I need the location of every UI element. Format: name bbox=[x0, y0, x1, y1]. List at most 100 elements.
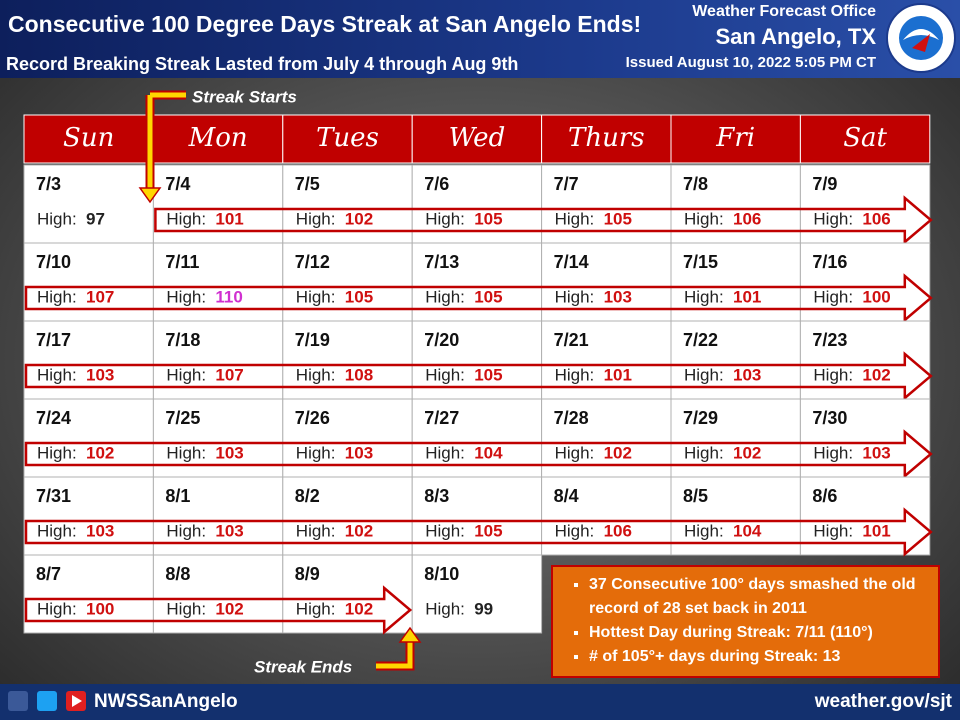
high-label: High: bbox=[555, 209, 595, 228]
high-label: High: bbox=[296, 599, 336, 618]
high-label: High: bbox=[296, 521, 336, 540]
high-value: 106 bbox=[604, 521, 632, 540]
high-label: High: bbox=[684, 365, 724, 384]
day-date: 7/31 bbox=[36, 486, 71, 506]
streak-arrow bbox=[24, 585, 413, 635]
high-label: High: bbox=[555, 365, 595, 384]
high-label: High: bbox=[166, 365, 206, 384]
high-label: High: bbox=[684, 521, 724, 540]
high-value: 110 bbox=[215, 287, 242, 306]
youtube-play bbox=[72, 695, 82, 707]
high-label: High: bbox=[37, 443, 77, 462]
weekday-label: Sat bbox=[843, 123, 887, 153]
high-value: 102 bbox=[86, 443, 114, 462]
high-label: High: bbox=[37, 599, 77, 618]
weekday-label: Sun bbox=[63, 123, 114, 153]
note: Hottest Day during Streak: 7/11 (110°) bbox=[589, 621, 928, 645]
facebook-icon bbox=[8, 691, 28, 711]
high-value: 106 bbox=[733, 209, 761, 228]
day-date: 7/9 bbox=[812, 174, 837, 194]
title: Consecutive 100 Degree Days Streak at Sa… bbox=[8, 11, 641, 37]
day-date: 8/2 bbox=[295, 486, 320, 506]
high-label: High: bbox=[813, 365, 853, 384]
note: # of 105°+ days during Streak: 13 bbox=[589, 645, 928, 669]
high-label: High: bbox=[37, 287, 77, 306]
start-arrow bbox=[138, 90, 186, 204]
day-date: 7/15 bbox=[683, 252, 718, 272]
high-label: High: bbox=[684, 287, 724, 306]
subtitle: Record Breaking Streak Lasted from July … bbox=[6, 54, 518, 74]
location: San Angelo, TX bbox=[715, 24, 876, 49]
high-value: 103 bbox=[862, 443, 890, 462]
high-value: 103 bbox=[345, 443, 373, 462]
high-label: High: bbox=[296, 365, 336, 384]
high-value: 107 bbox=[86, 287, 114, 306]
day-date: 8/10 bbox=[424, 564, 459, 584]
day-date: 7/23 bbox=[812, 330, 847, 350]
high-label: High: bbox=[555, 521, 595, 540]
high-label: High: bbox=[166, 521, 206, 540]
high-label: High: bbox=[296, 443, 336, 462]
high-value: 102 bbox=[215, 599, 243, 618]
day-date: 7/14 bbox=[554, 252, 589, 272]
high-value: 103 bbox=[604, 287, 632, 306]
day-date: 7/28 bbox=[554, 408, 589, 428]
office: Weather Forecast Office bbox=[692, 3, 876, 20]
calendar: Sun Mon Tues Wed Thurs Fri Sat 7/3 High: 97 7/4 Hig… bbox=[23, 114, 933, 635]
high-value: 103 bbox=[733, 365, 761, 384]
high-value: 105 bbox=[474, 521, 502, 540]
high-label: High: bbox=[813, 521, 853, 540]
notes-list: 37 Consecutive 100° days smashed the old… bbox=[567, 573, 928, 669]
day-date: 7/30 bbox=[812, 408, 847, 428]
nws-logo bbox=[886, 3, 956, 73]
streak-arrow bbox=[24, 429, 933, 479]
high-label: High: bbox=[166, 209, 206, 228]
high-value: 100 bbox=[86, 599, 114, 618]
day-date: 7/3 bbox=[36, 174, 61, 194]
high-label: High: bbox=[296, 209, 336, 228]
weekday-label: Thurs bbox=[568, 123, 645, 153]
high-value: 102 bbox=[345, 209, 373, 228]
note: 37 Consecutive 100° days smashed the old… bbox=[589, 573, 928, 621]
high-value: 103 bbox=[215, 443, 243, 462]
high-value: 102 bbox=[733, 443, 761, 462]
streak-start-label: Streak Starts bbox=[192, 87, 297, 106]
day-date: 7/24 bbox=[36, 408, 71, 428]
streak-arrow bbox=[24, 351, 933, 401]
end-arrow bbox=[376, 626, 422, 671]
day-date: 7/26 bbox=[295, 408, 330, 428]
day-date: 7/21 bbox=[554, 330, 589, 350]
day-date: 8/5 bbox=[683, 486, 708, 506]
high-label: High: bbox=[684, 209, 724, 228]
day-date: 7/8 bbox=[683, 174, 708, 194]
day-date: 7/22 bbox=[683, 330, 718, 350]
weekday-header bbox=[799, 114, 931, 164]
high-value: 105 bbox=[474, 209, 502, 228]
high-value: 102 bbox=[345, 599, 373, 618]
high-label: High: bbox=[166, 443, 206, 462]
high-value: 100 bbox=[862, 287, 890, 306]
weekday-label: Wed bbox=[449, 123, 506, 153]
high-label: High: bbox=[813, 287, 853, 306]
day-date: 8/8 bbox=[165, 564, 190, 584]
streak-arrow bbox=[24, 507, 933, 557]
streak-arrow bbox=[24, 273, 933, 323]
high-value: 105 bbox=[604, 209, 632, 228]
high-label: High: bbox=[37, 521, 77, 540]
high-value: 106 bbox=[862, 209, 890, 228]
day-date: 7/6 bbox=[424, 174, 449, 194]
footer-url: weather.gov/sjt bbox=[814, 691, 953, 712]
high-value: 103 bbox=[215, 521, 243, 540]
day-date: 7/7 bbox=[554, 174, 579, 194]
day-date: 7/12 bbox=[295, 252, 330, 272]
high-value: 104 bbox=[474, 443, 503, 462]
issued: Issued August 10, 2022 5:05 PM CT bbox=[626, 54, 876, 71]
high-label: High: bbox=[425, 443, 465, 462]
day-date: 8/9 bbox=[295, 564, 320, 584]
high-value: 105 bbox=[345, 287, 373, 306]
high-label: High: bbox=[37, 365, 77, 384]
high-label: High: bbox=[425, 287, 465, 306]
high-label: High: bbox=[425, 521, 465, 540]
high-value: 97 bbox=[86, 209, 105, 228]
